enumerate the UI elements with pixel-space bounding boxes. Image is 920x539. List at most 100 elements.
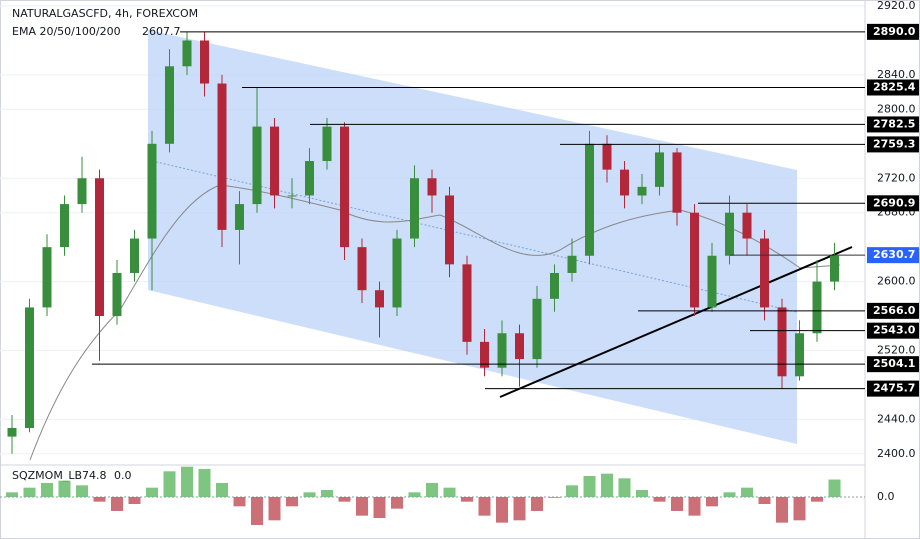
level-label: 2759.3 (873, 137, 915, 150)
oscillator-bar (233, 497, 246, 507)
oscillator-bar (566, 485, 578, 497)
candle-body (690, 212, 699, 308)
candle-body (7, 427, 17, 437)
indicator-value: 2607.7 (142, 25, 181, 38)
oscillator-bar (181, 466, 193, 497)
oscillator-bar (426, 483, 438, 497)
oscillator-bar (23, 487, 36, 497)
level-label: 2475.7 (873, 382, 915, 395)
level-label-box (867, 195, 919, 212)
candle-body (742, 212, 752, 239)
candle-body (322, 126, 332, 162)
oscillator-bar (793, 497, 806, 521)
oscillator-bar (636, 490, 648, 497)
oscillator-bar (303, 492, 316, 497)
oscillator-bar (583, 476, 596, 497)
oscillator-bar (76, 485, 88, 497)
candle-body (830, 255, 839, 282)
oscillator-bar (251, 497, 263, 525)
candle-body (550, 272, 559, 299)
candle-body (445, 195, 454, 265)
symbol-title: NATURALGASCFD, 4h, FOREXCOM (12, 7, 198, 20)
oscillator-bar (723, 492, 736, 497)
oscillator-bar (496, 497, 508, 523)
oscillator-bar (128, 497, 141, 504)
candle-body (147, 143, 157, 239)
candle-body (375, 290, 384, 308)
candle-body (217, 83, 227, 230)
level-label: 2630.7 (873, 248, 915, 261)
oscillator-bar (548, 497, 561, 498)
candle-body (130, 238, 139, 273)
level-label-box (867, 79, 919, 96)
candle-body (340, 126, 349, 248)
candle-body (165, 66, 174, 144)
y-tick-label: 2840.0 (877, 68, 916, 81)
oscillator-bar (408, 492, 421, 497)
level-label-box (867, 23, 919, 40)
candle-body (42, 247, 52, 308)
oscillator-bar (41, 483, 53, 497)
candle-body (112, 272, 122, 317)
oscillator-bar (758, 497, 771, 504)
oscillator-bar (811, 497, 823, 502)
oscillator-bar (373, 497, 386, 518)
oscillator-bar (146, 487, 158, 497)
candle-body (77, 178, 87, 205)
candle-body (480, 341, 489, 368)
oscillator-bar (58, 480, 71, 497)
candle-body (602, 143, 612, 170)
oscillator-bar (653, 497, 666, 502)
y-tick-label: 2400.0 (877, 447, 916, 460)
oscillator-bar (391, 497, 403, 509)
indicator-name: EMA 20/50/100/200 (12, 25, 121, 38)
candle-body (672, 152, 682, 213)
level-label-box (867, 322, 919, 339)
level-label: 2825.4 (873, 80, 916, 93)
oscillator-bar (286, 497, 298, 507)
oscillator-zero: 0.0 (114, 469, 132, 482)
candle-body (812, 281, 822, 334)
oscillator-bar (478, 497, 491, 516)
oscillator-last: 74.8 (82, 469, 107, 482)
oscillator-bar (706, 497, 718, 507)
candle-body (252, 126, 262, 205)
channel-mid (147, 159, 798, 313)
y-tick-label: 2720.0 (877, 171, 916, 184)
level-label: 2504.1 (873, 357, 915, 370)
candle-body (182, 40, 192, 67)
oscillator-bar (776, 497, 788, 523)
oscillator-bar (216, 483, 228, 497)
candle-body (777, 307, 787, 377)
oscillator-tick-label: 0.0 (877, 490, 895, 503)
candle-body (497, 333, 507, 368)
candle-body (620, 169, 629, 196)
trend-line (499, 246, 853, 398)
level-label-box (867, 116, 919, 133)
level-label: 2690.9 (873, 196, 915, 209)
level-label: 2543.0 (873, 324, 916, 337)
candle-body (305, 161, 314, 196)
oscillator-name: SQZMOM_LB (12, 469, 82, 482)
y-tick-label: 2440.0 (877, 412, 916, 425)
oscillator-bar (443, 487, 456, 497)
candle-body (585, 143, 594, 256)
candle-body (60, 204, 69, 248)
candle-body (200, 40, 209, 84)
oscillator-bar (601, 473, 613, 497)
candle-body (95, 178, 104, 317)
candle-body (725, 212, 734, 256)
candle-body (795, 333, 804, 377)
level-label-box (867, 380, 919, 397)
candle-body (287, 195, 297, 197)
oscillator-bar (93, 497, 106, 502)
oscillator-bar (461, 497, 473, 502)
level-label-box (867, 136, 919, 153)
candle-body (235, 204, 244, 230)
oscillator-bar (828, 479, 841, 497)
level-label-box (867, 247, 919, 264)
candle-body (25, 307, 34, 428)
y-tick-label: 2520.0 (877, 343, 916, 356)
